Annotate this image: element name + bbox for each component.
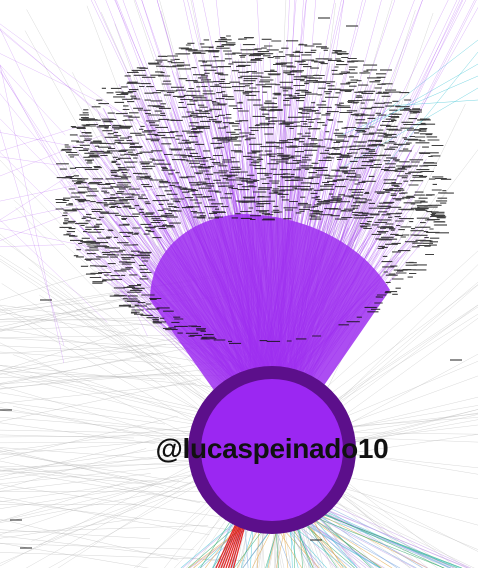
grey-edge [0, 468, 157, 482]
grey-edge [0, 438, 160, 477]
follower-edge [0, 65, 65, 135]
grey-edge [0, 416, 178, 459]
grey-edge [0, 493, 154, 522]
grey-edge [0, 369, 220, 389]
grey-edge [0, 328, 139, 371]
follower-edge [0, 176, 119, 201]
hub-node [188, 366, 356, 534]
hub-node-core [201, 379, 343, 521]
grey-edge [0, 544, 194, 550]
follower-edge [0, 66, 118, 285]
grey-edge [0, 335, 182, 338]
grey-edge [0, 435, 134, 438]
grey-edge [0, 365, 197, 408]
colored-edge [359, 40, 478, 132]
grey-edge [0, 448, 217, 464]
grey-edge [0, 343, 201, 354]
colored-edge [388, 52, 478, 164]
